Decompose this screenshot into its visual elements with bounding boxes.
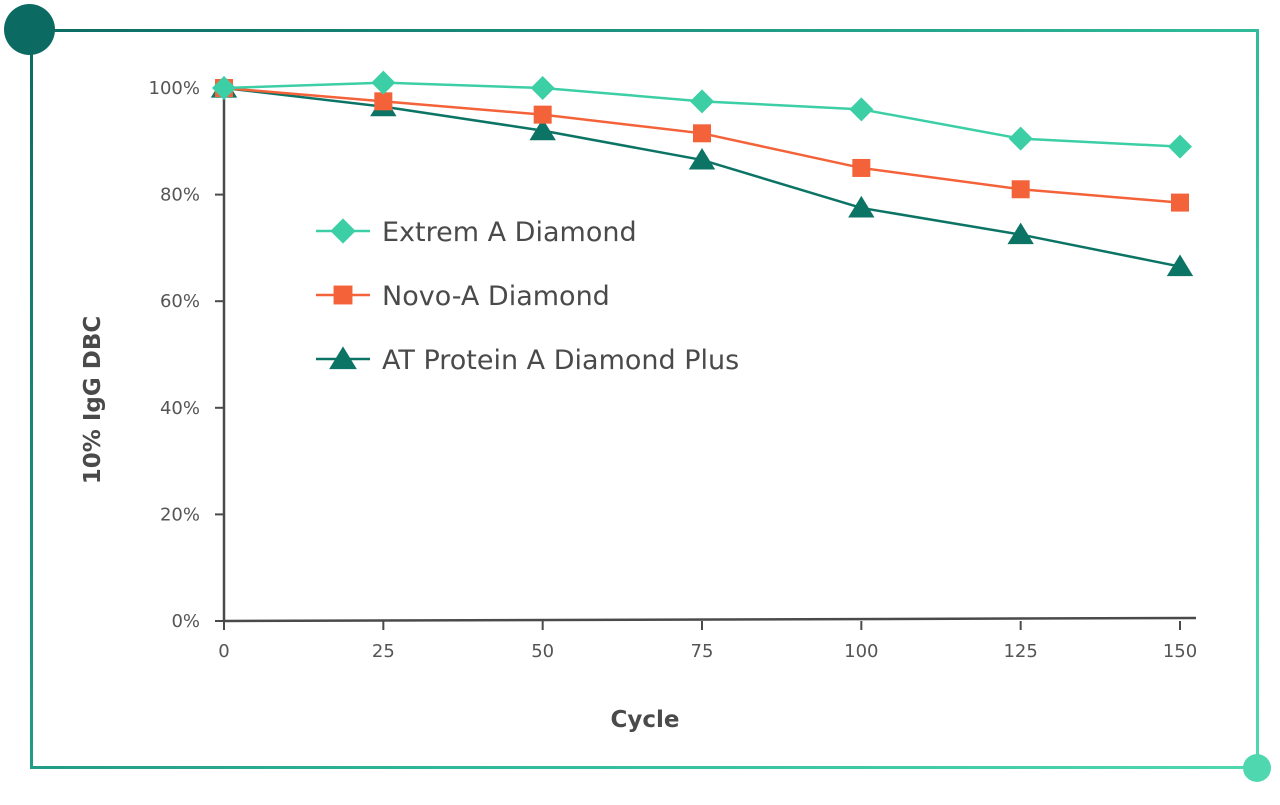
series-layer bbox=[210, 70, 1194, 277]
data-point bbox=[852, 158, 871, 177]
legend-swatch-marker bbox=[330, 218, 356, 244]
legend-item: AT Protein A Diamond Plus bbox=[316, 345, 739, 376]
legend: Extrem A Diamond Novo-A Diamond AT Protein… bbox=[316, 217, 739, 376]
x-tick-label: 75 bbox=[691, 641, 714, 662]
y-tick-label: 100% bbox=[149, 78, 200, 99]
data-point bbox=[849, 97, 874, 122]
x-tick-label: 25 bbox=[372, 641, 395, 662]
chart-frame bbox=[30, 29, 1259, 769]
data-point bbox=[1168, 134, 1192, 159]
y-tick-label: 60% bbox=[160, 291, 200, 312]
data-point bbox=[374, 92, 393, 111]
data-point bbox=[1171, 193, 1189, 212]
data-point bbox=[529, 118, 556, 141]
data-point bbox=[533, 105, 552, 124]
series-group bbox=[212, 70, 1192, 159]
x-tick-label: 50 bbox=[531, 641, 554, 662]
legend-swatch-marker bbox=[333, 285, 353, 305]
x-tick-label: 0 bbox=[218, 641, 229, 662]
legend-item: Novo-A Diamond bbox=[316, 281, 610, 312]
data-point bbox=[1007, 222, 1034, 245]
data-point bbox=[690, 89, 714, 114]
y-tick-label: 40% bbox=[160, 398, 200, 419]
corner-dot-bottom-right bbox=[1243, 754, 1271, 782]
legend-label: Novo-A Diamond bbox=[382, 281, 610, 312]
data-point bbox=[1011, 180, 1030, 199]
x-tick-label: 150 bbox=[1163, 641, 1197, 662]
data-point bbox=[212, 76, 236, 100]
y-tick-label: 80% bbox=[160, 185, 200, 206]
x-axis-title: Cycle bbox=[611, 707, 680, 733]
axes: 0% 20% 40% 60% 80% 100% 0 25 50 75 100 125 150 bbox=[149, 78, 1198, 662]
data-point bbox=[1008, 126, 1033, 151]
legend-label: Extrem A Diamond bbox=[382, 217, 637, 248]
series-line bbox=[223, 86, 1181, 268]
data-point bbox=[371, 70, 396, 95]
data-point bbox=[688, 147, 716, 170]
x-axis-line bbox=[223, 616, 1197, 623]
legend-label: AT Protein A Diamond Plus bbox=[382, 345, 739, 376]
legend-item: Extrem A Diamond bbox=[316, 217, 637, 248]
y-tick-label: 0% bbox=[171, 611, 200, 632]
data-point bbox=[530, 76, 555, 100]
x-tick-label: 125 bbox=[1003, 641, 1037, 662]
data-point bbox=[693, 124, 711, 143]
legend-swatch-marker bbox=[329, 346, 357, 370]
x-tick-label: 100 bbox=[844, 641, 878, 662]
y-axis-title: 10% IgG DBC bbox=[80, 316, 106, 484]
y-tick-label: 20% bbox=[160, 504, 200, 525]
data-point bbox=[848, 195, 875, 218]
data-point bbox=[1166, 254, 1194, 277]
corner-dot-top-left bbox=[4, 4, 55, 55]
